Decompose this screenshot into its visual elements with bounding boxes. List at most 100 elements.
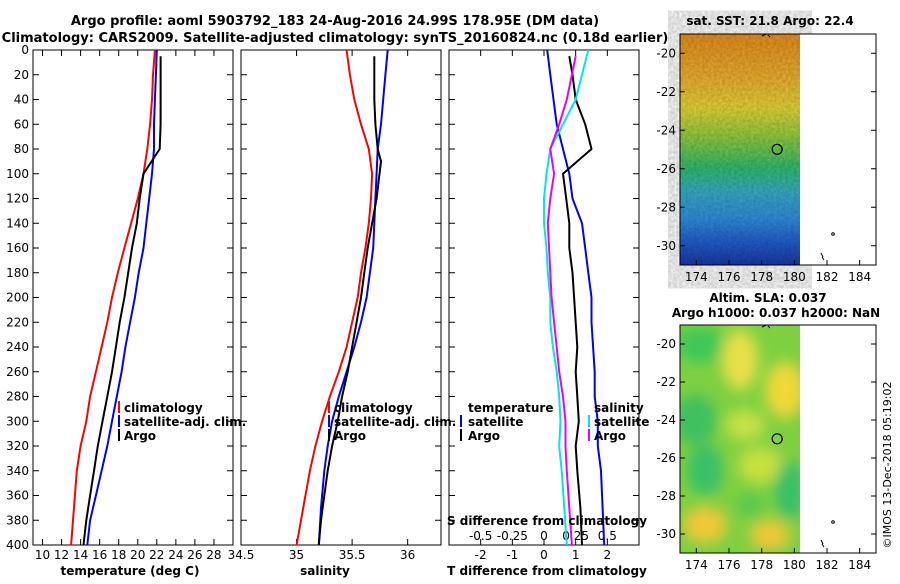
map-x-tick-label: 182 [816,270,839,284]
y-tick-label: 60 [14,117,29,131]
sla-map [679,324,877,554]
map-x-tick-label: 182 [816,558,839,572]
sla-blob [750,520,790,550]
difference-panel-frame [448,49,640,546]
sst-map-coast [761,33,771,38]
sla-blob [687,445,723,495]
x-tick-label: 35 [289,548,304,562]
series-line-temperature-argo [562,56,593,546]
map-x-tick-label: 184 [848,270,871,284]
x-tick-label: 18 [111,548,126,562]
sla-blob [722,330,758,390]
series-line-argo [82,56,162,546]
x-tick-label: 20 [130,548,145,562]
y-tick-label: 0 [21,43,29,57]
title-line-2: Climatology: CARS2009. Satellite-adjuste… [2,31,669,46]
s-tick-label: -0.25 [497,529,528,543]
sla-map-axes: 174 176 178 180 182 184 -20 -22 -24 -26 -28 -30 [656,337,876,572]
map-y-tick-label: -24 [656,413,676,427]
x-tick-label: 34.5 [228,548,255,562]
map-x-tick-label: 180 [783,270,806,284]
salinity-plot: 34.5 35 35.5 36 [228,49,441,562]
map-x-tick-label: 178 [750,558,773,572]
y-tick-label: 380 [6,513,29,527]
map-x-tick-label: 174 [685,270,708,284]
legend-satellite-label: satellite-adj. clim. [124,415,246,429]
salinity-legend: climatology satellite-adj. clim. Argo [328,401,456,443]
series-line-satellite-adj-clim- [86,49,158,546]
x-tick-label: 28 [206,548,221,562]
sla-map-island-chain [820,539,825,548]
map-x-tick-label: 176 [718,270,741,284]
x-tick-label: -1 [506,548,518,562]
x-tick-label: 22 [149,548,164,562]
series-line-salinity-argo [546,55,577,546]
y-tick-label: 140 [6,216,29,230]
y-tick-label: 100 [6,167,29,181]
sst-map-land-mask [800,34,876,265]
sla-map-frame [679,324,877,554]
map-y-tick-label: -26 [656,162,676,176]
legend-argo-label: Argo [334,429,366,443]
legend-s-argo-label: Argo [594,429,626,443]
x-tick-label: 35.5 [339,548,366,562]
y-tick-label: 280 [6,390,29,404]
salinity-axis-label: salinity [300,564,350,578]
map-y-tick-label: -28 [656,489,676,503]
y-tick-label: 340 [6,464,29,478]
sla-blob [765,362,800,418]
sla-blob [775,460,800,520]
series-line-climatology [295,49,374,546]
x-tick-label: 1 [572,548,580,562]
sst-map [679,33,877,266]
legend-t-argo-label: Argo [468,429,500,443]
y-tick-label: 40 [14,93,29,107]
legend-salinity-title: salinity [594,401,644,415]
map-x-tick-label: 176 [718,558,741,572]
x-tick-label: 24 [168,548,183,562]
sst-map-texture [680,34,800,265]
map-x-tick-label: 178 [750,270,773,284]
sla-blob [725,410,765,440]
sla-map-anomaly-field [680,327,800,550]
salinity-panel-frame [240,49,442,546]
x-tick-label: 14 [73,548,88,562]
series-line-salinity-satellite [543,49,590,546]
map-y-tick-label: -22 [656,375,676,389]
y-tick-label: 200 [6,291,29,305]
x-tick-label: 2 [604,548,612,562]
sla-blob [738,447,782,483]
sst-map-island-chain [820,252,825,261]
map-y-tick-label: -20 [656,337,676,351]
sla-blob [680,395,717,445]
y-tick-label: 160 [6,241,29,255]
series-line-climatology [70,49,156,546]
y-tick-label: 260 [6,365,29,379]
sla-map-coast [761,324,771,329]
title-line-1: Argo profile: aoml 5903792_183 24-Aug-20… [71,14,599,29]
y-tick-label: 300 [6,414,29,428]
series-line-satellite-adj-clim- [317,49,389,546]
sla-argo-location-marker [771,433,783,445]
x-tick-label: 26 [187,548,202,562]
y-tick-label: 180 [6,266,29,280]
sla-map-title: Altim. SLA: 0.037 [709,291,826,305]
y-tick-label: 400 [6,538,29,552]
x-tick-label: 16 [92,548,107,562]
s-tick-label: -0.5 [469,529,492,543]
legend-satellite-label: satellite-adj. clim. [334,415,456,429]
x-tick-label: 10 [35,548,50,562]
y-tick-label: 120 [6,192,29,206]
legend-temperature-title: temperature [468,401,553,415]
map-y-tick-label: -28 [656,200,676,214]
s-tick-label: 0 [540,529,548,543]
x-tick-label: 0 [540,548,548,562]
sla-blob [736,493,764,517]
s-difference-axis-label: S difference from climatology [447,514,647,528]
sst-map-axes: 174 176 178 180 182 184 -20 -22 -24 -26 -28 -30 [656,46,876,284]
map-x-tick-label: 180 [783,558,806,572]
x-tick-label: 12 [54,548,69,562]
sla-blob [680,327,725,363]
x-tick-label: -2 [475,548,487,562]
